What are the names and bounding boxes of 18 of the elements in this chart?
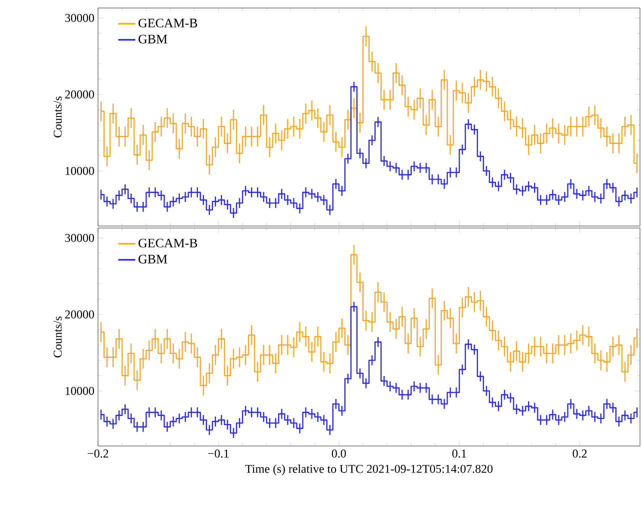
y-tick-label: 30000: [65, 14, 94, 22]
x-tick-label: −0.2: [88, 450, 108, 458]
y-axis-title: Counts/s: [54, 316, 62, 358]
legend-label: GECAM-B: [138, 238, 198, 248]
legend-label: GECAM-B: [138, 18, 198, 28]
y-tick-label: 30000: [65, 234, 94, 242]
y-tick-label: 10000: [66, 386, 94, 395]
x-axis-title: Time (s) relative to UTC 2021-09-12T05:14:07.820: [245, 464, 493, 476]
y-tick-label: 20000: [65, 90, 94, 98]
x-tick-label: 0.2: [572, 450, 587, 458]
y-axis-title: Counts/s: [54, 96, 62, 138]
y-tick-label: 20000: [65, 310, 94, 318]
legend-label: GBM: [138, 254, 168, 264]
x-tick-label: 0.0: [332, 450, 346, 458]
x-tick-label: −0.1: [208, 450, 229, 458]
y-tick-label: 10000: [66, 166, 94, 175]
x-tick-label: 0.1: [452, 450, 466, 458]
legend-label: GBM: [138, 34, 168, 44]
